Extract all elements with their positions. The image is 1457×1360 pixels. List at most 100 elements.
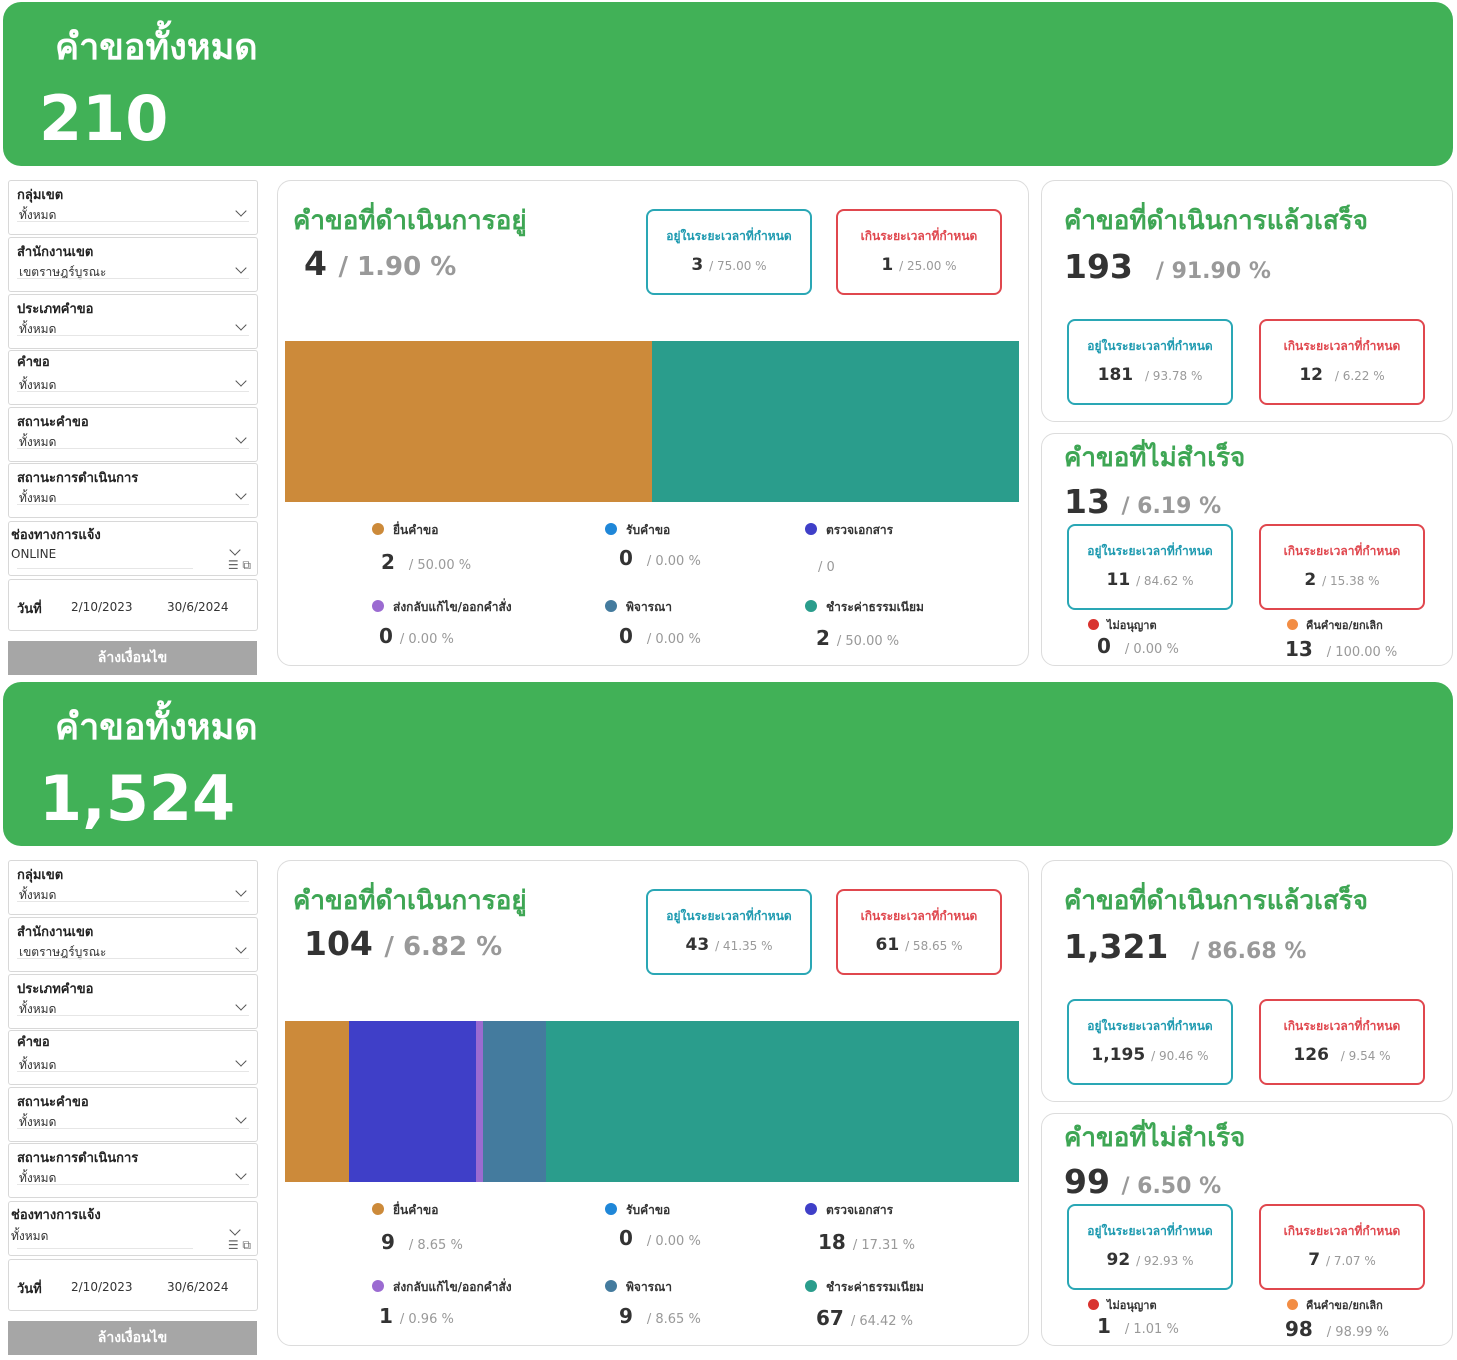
- chevron-down-icon[interactable]: [235, 1055, 247, 1067]
- filter-value: ทั้งหมด: [19, 378, 57, 392]
- legend-value: 1 / 0.96 %: [379, 1304, 454, 1328]
- chevron-down-icon[interactable]: [235, 942, 247, 954]
- bar-segment: [285, 1021, 349, 1182]
- filter-value: ทั้งหมด: [19, 888, 57, 902]
- chevron-down-icon[interactable]: [235, 262, 247, 274]
- date-label: วันที่: [17, 602, 42, 617]
- chevron-down-icon[interactable]: [229, 544, 241, 556]
- dashboard-panel: คำขอทั้งหมด 1,524 กลุ่มเขต ทั้งหมด สำนัก…: [0, 680, 1457, 1360]
- filter-label: กลุ่มเขต: [17, 868, 64, 883]
- date-label: วันที่: [17, 1282, 42, 1297]
- legend-value: 2 / 50.00 %: [381, 550, 472, 574]
- date-range-filter[interactable]: วันที่ 2/10/2023 30/6/2024: [8, 579, 258, 631]
- failed-ontime-box: อยู่ในระยะเวลาที่กำหนด 11 / 84.62 %: [1067, 524, 1233, 610]
- filter-label: ประเภทคำขอ: [17, 302, 94, 317]
- filter-request-type[interactable]: ประเภทคำขอ ทั้งหมด: [8, 294, 258, 349]
- legend-item: ตรวจเอกสาร: [805, 521, 893, 540]
- filter-value: ทั้งหมด: [19, 322, 57, 336]
- filter-label: ช่องทางการแจ้ง: [11, 528, 101, 543]
- filter-value: ทั้งหมด: [19, 1115, 57, 1129]
- filter-request[interactable]: คำขอ ทั้งหมด: [8, 1030, 258, 1085]
- failed-late-box: เกินระยะเวลาที่กำหนด 7 / 7.07 %: [1259, 1204, 1425, 1290]
- clear-filters-button[interactable]: ล้างเงื่อนไข: [8, 1321, 257, 1355]
- legend-item: ส่งกลับแก้ไข/ออกคำสั่ง: [372, 1278, 512, 1297]
- legend-item: คืนคำขอ/ยกเลิก: [1287, 616, 1383, 634]
- filter-label: ประเภทคำขอ: [17, 982, 94, 997]
- filter-district-office[interactable]: สำนักงานเขต เขตราษฎร์บูรณะ: [8, 237, 258, 292]
- expand-icon[interactable]: ⧉: [242, 558, 251, 572]
- legend-value: 18 / 17.31 %: [818, 1230, 916, 1254]
- done-title: คำขอที่ดำเนินการแล้วเสร็จ: [1064, 206, 1368, 236]
- filter-operation-status[interactable]: สถานะการดำเนินการ ทั้งหมด: [8, 1143, 258, 1198]
- legend-item: ส่งกลับแก้ไข/ออกคำสั่ง: [372, 598, 512, 617]
- bar-segment: [652, 341, 1019, 502]
- filter-value: ทั้งหมด: [19, 1171, 57, 1185]
- filter-request-status[interactable]: สถานะคำขอ ทั้งหมด: [8, 407, 258, 462]
- filter-label: คำขอ: [17, 1035, 50, 1050]
- filter-icon[interactable]: ☰: [227, 558, 239, 572]
- failed-ontime-box: อยู่ในระยะเวลาที่กำหนด 92 / 92.93 %: [1067, 1204, 1233, 1290]
- legend-item: ยื่นคำขอ: [372, 521, 438, 540]
- date-to-input[interactable]: 30/6/2024: [167, 600, 229, 614]
- legend-item: ชำระค่าธรรมเนียม: [805, 1278, 924, 1297]
- filter-operation-status[interactable]: สถานะการดำเนินการ ทั้งหมด: [8, 463, 258, 518]
- legend-value: 0 / 0.00 %: [619, 1226, 701, 1250]
- legend-value: 9 / 8.65 %: [619, 1304, 701, 1328]
- date-from-input[interactable]: 2/10/2023: [71, 1280, 133, 1294]
- filter-request[interactable]: คำขอ ทั้งหมด: [8, 350, 258, 405]
- legend-value: 9 / 8.65 %: [381, 1230, 463, 1254]
- chevron-down-icon[interactable]: [235, 999, 247, 1011]
- filter-icon[interactable]: ☰: [227, 1238, 239, 1252]
- failed-title: คำขอที่ไม่สำเร็จ: [1064, 1123, 1246, 1153]
- clear-filters-button[interactable]: ล้างเงื่อนไข: [8, 641, 257, 675]
- filter-value: เขตราษฎร์บูรณะ: [19, 265, 107, 279]
- filter-label: สำนักงานเขต: [17, 925, 94, 940]
- stage-stacked-bar: [285, 341, 1019, 502]
- legend-item: ยื่นคำขอ: [372, 1201, 438, 1220]
- legend-value: 98 / 98.99 %: [1285, 1317, 1389, 1341]
- chevron-down-icon[interactable]: [235, 488, 247, 500]
- filter-zone-group[interactable]: กลุ่มเขต ทั้งหมด: [8, 860, 258, 915]
- in-progress-value: 4 / 1.90 %: [304, 244, 457, 283]
- legend-value: 1 / 1.01 %: [1097, 1314, 1179, 1338]
- chevron-down-icon[interactable]: [229, 1224, 241, 1236]
- chevron-down-icon[interactable]: [235, 432, 247, 444]
- in-progress-ontime-box: อยู่ในระยะเวลาที่กำหนด 3 / 75.00 %: [646, 209, 812, 295]
- expand-icon[interactable]: ⧉: [242, 1238, 251, 1252]
- done-ontime-box: อยู่ในระยะเวลาที่กำหนด 1,195 / 90.46 %: [1067, 999, 1233, 1085]
- chevron-down-icon[interactable]: [235, 885, 247, 897]
- filter-label: สถานะการดำเนินการ: [17, 1151, 139, 1166]
- bar-segment: [285, 341, 652, 502]
- legend-value: 0 / 0.00 %: [379, 624, 454, 648]
- legend-item: พิจารณา: [605, 598, 672, 617]
- filter-channel[interactable]: ช่องทางการแจ้ง ONLINE ☰ ⧉: [8, 521, 258, 576]
- in-progress-title: คำขอที่ดำเนินการอยู่: [293, 206, 527, 236]
- legend-item: ตรวจเอกสาร: [805, 1201, 893, 1220]
- legend-value: / 0: [818, 560, 835, 575]
- filter-value: ONLINE: [11, 547, 57, 561]
- total-title: คำขอทั้งหมด: [55, 27, 258, 68]
- chevron-down-icon[interactable]: [235, 1168, 247, 1180]
- date-range-filter[interactable]: วันที่ 2/10/2023 30/6/2024: [8, 1259, 258, 1311]
- done-late-box: เกินระยะเวลาที่กำหนด 126 / 9.54 %: [1259, 999, 1425, 1085]
- legend-item: พิจารณา: [605, 1278, 672, 1297]
- legend-value: 0 / 0.00 %: [619, 624, 701, 648]
- bar-segment: [546, 1021, 1019, 1182]
- date-to-input[interactable]: 30/6/2024: [167, 1280, 229, 1294]
- legend-item: ไม่อนุญาต: [1088, 616, 1157, 634]
- date-from-input[interactable]: 2/10/2023: [71, 600, 133, 614]
- filter-request-status[interactable]: สถานะคำขอ ทั้งหมด: [8, 1087, 258, 1142]
- filter-label: ช่องทางการแจ้ง: [11, 1208, 101, 1223]
- chevron-down-icon[interactable]: [235, 205, 247, 217]
- chevron-down-icon[interactable]: [235, 375, 247, 387]
- chevron-down-icon[interactable]: [235, 1112, 247, 1124]
- filter-channel[interactable]: ช่องทางการแจ้ง ทั้งหมด ☰ ⧉: [8, 1201, 258, 1256]
- chevron-down-icon[interactable]: [235, 319, 247, 331]
- bar-segment: [348, 1021, 476, 1182]
- failed-value: 13 / 6.19 %: [1064, 482, 1222, 521]
- legend-item: ไม่อนุญาต: [1088, 1296, 1157, 1314]
- dashboard-panel: คำขอทั้งหมด 210 กลุ่มเขต ทั้งหมด สำนักงา…: [3, 2, 1453, 675]
- filter-request-type[interactable]: ประเภทคำขอ ทั้งหมด: [8, 974, 258, 1029]
- filter-district-office[interactable]: สำนักงานเขต เขตราษฎร์บูรณะ: [8, 917, 258, 972]
- filter-zone-group[interactable]: กลุ่มเขต ทั้งหมด: [8, 180, 258, 235]
